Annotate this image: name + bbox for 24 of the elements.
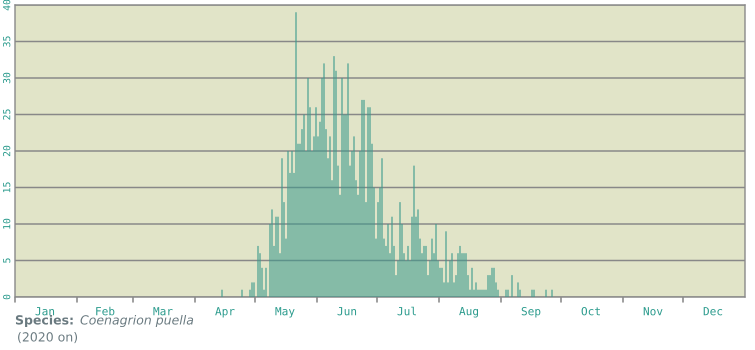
y-tick-label: 30 (2, 72, 10, 84)
text: (2020 on) (18, 332, 78, 344)
x-tick-label: Apr (215, 307, 235, 318)
text: Species: (16, 314, 73, 328)
y-tick-label: 10 (2, 218, 10, 229)
y-tick-label: 40 (2, 0, 10, 10)
y-tick-label: 20 (2, 146, 10, 156)
y-tick-label: 35 (2, 36, 10, 47)
x-tick-label: Oct (582, 306, 600, 316)
x-tick-label: Sep (522, 306, 540, 318)
x-tick-label: Jan (36, 307, 54, 316)
x-tick-label: Aug (459, 307, 478, 318)
x-tick-label: Dec (704, 307, 722, 316)
y-tick-label: 0 (2, 294, 10, 300)
x-tick-label: May (275, 307, 295, 318)
text: Coenagrion puella (80, 314, 194, 328)
x-tick-label: Mar (153, 307, 173, 316)
y-tick-label: 25 (2, 109, 10, 120)
y-tick-label: 15 (3, 182, 10, 192)
x-tick-label: Jun (338, 307, 356, 316)
x-tick-label: Nov (644, 307, 662, 316)
y-tick-label: 5 (3, 258, 10, 263)
x-tick-label: Jul (398, 306, 416, 316)
x-tick-label: Feb (96, 306, 114, 316)
